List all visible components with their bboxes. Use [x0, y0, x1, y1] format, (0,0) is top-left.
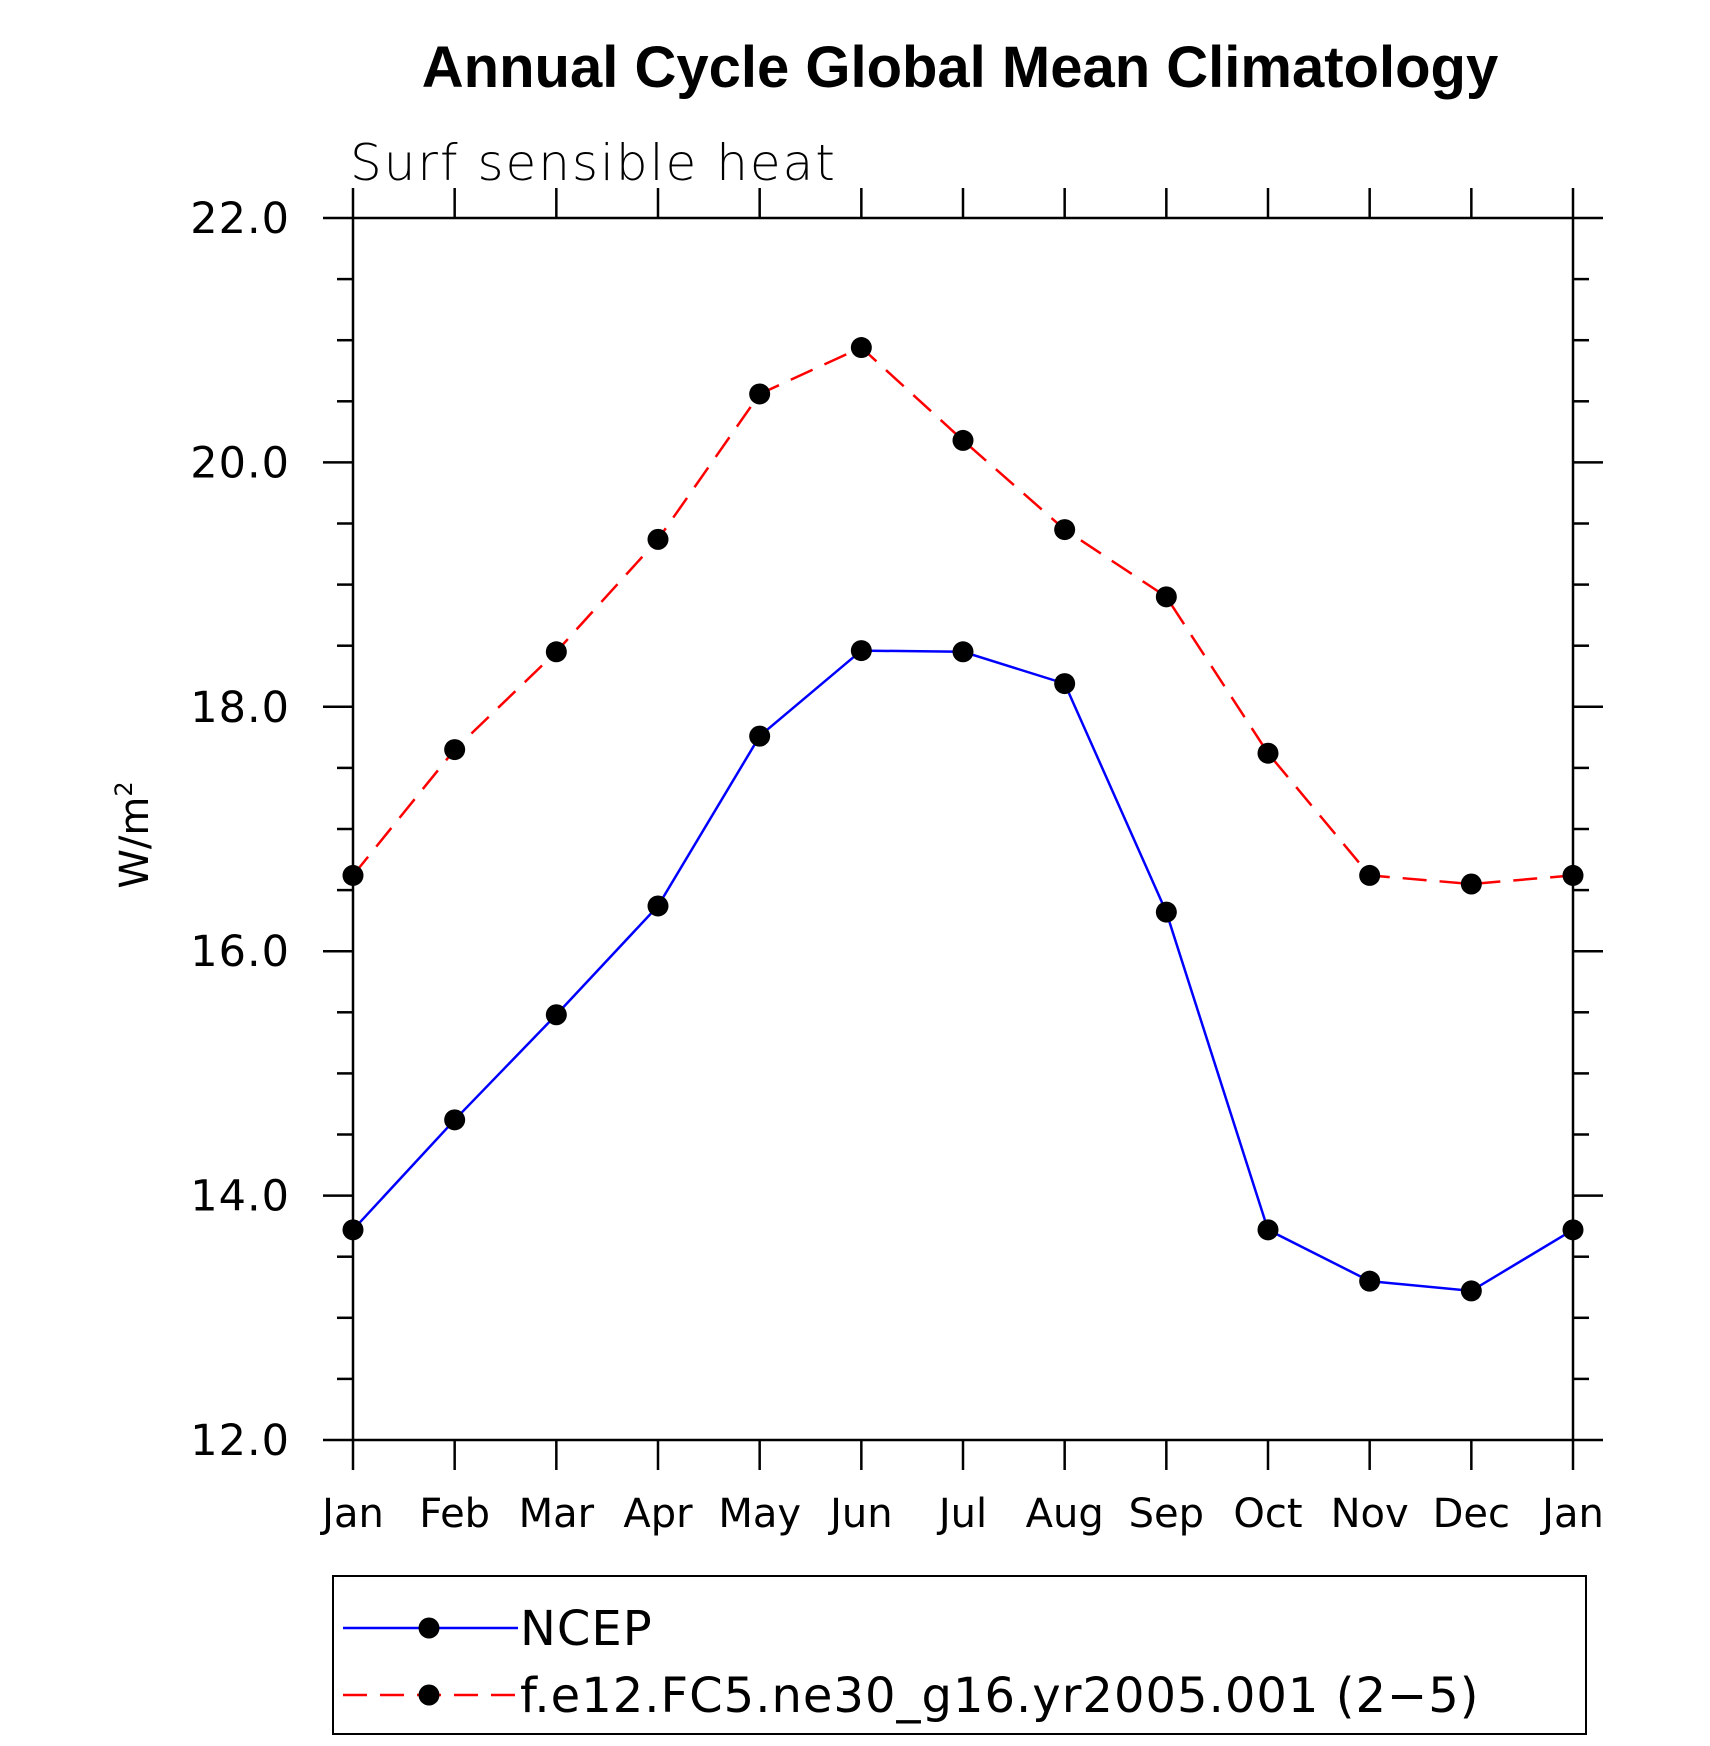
- series-1-point: [545, 1004, 567, 1026]
- x-tick-label: Dec: [1433, 1491, 1510, 1537]
- y-tick-label: 22.0: [190, 194, 290, 244]
- series-line-2: [352, 346, 1574, 886]
- series-2-point: [1460, 873, 1482, 895]
- y-axis-label: W/m2: [110, 781, 158, 888]
- chart-subtitle: Surf sensible heat: [350, 134, 837, 192]
- plot-frame: [351, 216, 1575, 1442]
- series-1-point: [952, 641, 974, 663]
- x-tick-label: Oct: [1233, 1491, 1302, 1537]
- series-1-point: [1257, 1219, 1279, 1241]
- y-tick-label: 20.0: [190, 438, 290, 488]
- legend-box: [332, 1575, 1587, 1735]
- x-tick-label: Apr: [623, 1491, 693, 1537]
- series-2-point: [545, 641, 567, 663]
- series-1-point: [1460, 1280, 1482, 1302]
- x-tick-label: Jan: [1539, 1491, 1604, 1537]
- y-axis-label-superscript: 2: [110, 781, 138, 796]
- legend-marker-2: [418, 1684, 440, 1706]
- x-tick-label: Jun: [827, 1491, 893, 1537]
- chart-title: Annual Cycle Global Mean Climatology: [422, 35, 1498, 100]
- series-2-point: [444, 739, 466, 761]
- series-2-point: [952, 429, 974, 451]
- series-2-point: [1257, 742, 1279, 764]
- x-tick-label: May: [718, 1491, 801, 1537]
- legend-marker-1: [418, 1617, 440, 1639]
- x-tick-label: Mar: [519, 1491, 595, 1537]
- y-tick-label: 18.0: [190, 683, 290, 733]
- x-tick-label: Nov: [1331, 1491, 1409, 1537]
- series-2-point: [1155, 586, 1177, 608]
- y-axis-label-text: W/m: [112, 797, 158, 889]
- y-tick-label: 14.0: [190, 1172, 290, 1222]
- series-2-point: [1359, 864, 1381, 886]
- x-tick-label: Sep: [1129, 1491, 1204, 1537]
- series-2-point: [749, 383, 771, 405]
- series-2-point: [850, 337, 872, 359]
- x-tick-label: Jul: [936, 1491, 987, 1537]
- series-line-1: [352, 649, 1574, 1293]
- series-1-point: [1359, 1270, 1381, 1292]
- series-1-point: [647, 895, 669, 917]
- legend-label-1: NCEP: [520, 1601, 653, 1657]
- series-2-point: [1054, 519, 1076, 541]
- x-tick-label: Feb: [419, 1491, 490, 1537]
- series-1-point: [850, 640, 872, 662]
- series-1-point: [1155, 901, 1177, 923]
- legend-label-2: f.e12.FC5.ne30_g16.yr2005.001 (2−5): [520, 1668, 1479, 1724]
- y-tick-label: 12.0: [190, 1416, 290, 1466]
- y-tick-label: 16.0: [190, 927, 290, 977]
- x-tick-label: Jan: [319, 1491, 384, 1537]
- series-2-point: [647, 528, 669, 550]
- series-1-point: [749, 725, 771, 747]
- x-tick-label: Aug: [1026, 1491, 1104, 1537]
- series-1-point: [444, 1109, 466, 1131]
- series-1-point: [1054, 673, 1076, 695]
